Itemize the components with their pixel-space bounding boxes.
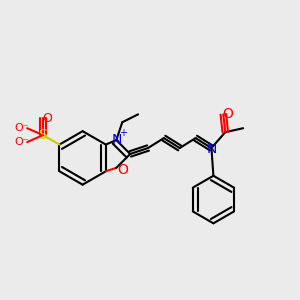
Text: O⁻: O⁻ — [14, 123, 28, 133]
Text: O: O — [42, 112, 52, 125]
Text: N: N — [206, 142, 217, 156]
Text: S: S — [39, 128, 47, 142]
Text: O⁻: O⁻ — [14, 137, 28, 147]
Text: O: O — [117, 163, 128, 177]
Text: N: N — [111, 133, 122, 147]
Text: +: + — [119, 128, 127, 138]
Text: O: O — [222, 107, 233, 121]
